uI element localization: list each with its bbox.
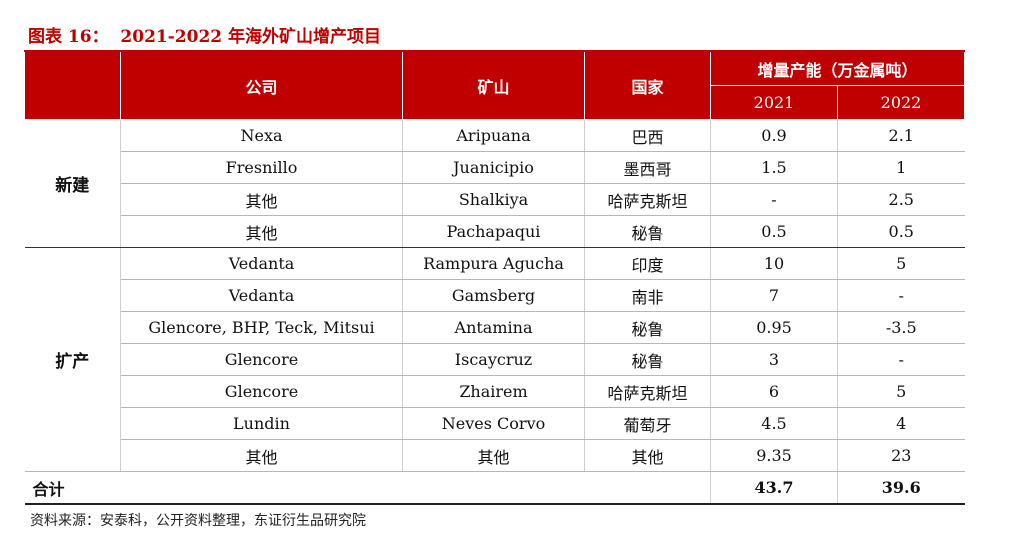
value-2021-cell: 3 (710, 343, 838, 376)
country-cell: 哈萨克斯坦 (584, 375, 711, 408)
value-2021-cell: 1.5 (710, 151, 838, 184)
country-cell: 巴西 (584, 119, 711, 152)
total-2021: 43.7 (710, 471, 838, 505)
country-cell: 秘鲁 (584, 215, 711, 248)
value-2021-cell: 0.5 (710, 215, 838, 248)
country-cell: 其他 (584, 439, 711, 472)
header-mine: 矿山 (402, 50, 585, 120)
value-2021-cell: 0.9 (710, 119, 838, 152)
country-cell: 哈萨克斯坦 (584, 183, 711, 216)
table-row: 其他 其他 其他 9.35 23 (25, 439, 965, 472)
value-2021-cell: 4.5 (710, 407, 838, 440)
company-cell: 其他 (120, 215, 403, 248)
company-cell: Vedanta (120, 247, 403, 280)
table-row: Lundin Neves Corvo 葡萄牙 4.5 4 (25, 407, 965, 440)
company-cell: Fresnillo (120, 151, 403, 184)
value-2022-cell: 4 (836, 407, 965, 440)
value-2021-cell: 9.35 (710, 439, 838, 472)
mine-cell: Rampura Agucha (402, 247, 585, 280)
table-row: 其他 Pachapaqui 秘鲁 0.5 0.5 (25, 215, 965, 248)
value-2022-cell: 2.1 (836, 119, 965, 152)
table-row: 新建 Nexa Aripuana 巴西 0.9 2.1 (24, 119, 965, 248)
value-2021-cell: 7 (710, 279, 838, 312)
mine-cell: Zhairem (402, 375, 585, 408)
mine-expansion-table: 公司 矿山 国家 增量产能（万金属吨） 2021 2022 新建 Nexa Ar… (24, 50, 966, 505)
company-cell: 其他 (120, 439, 403, 472)
company-cell: Vedanta (120, 279, 403, 312)
table-row: Glencore Zhairem 哈萨克斯坦 6 5 (25, 375, 965, 408)
country-cell: 南非 (584, 279, 711, 312)
mine-cell: Iscaycruz (402, 343, 585, 376)
value-2022-cell: 2.5 (836, 183, 965, 216)
mine-cell: 其他 (402, 439, 585, 472)
figure-label: 图表 16： (28, 27, 109, 47)
company-cell: Glencore (120, 375, 403, 408)
value-2021-cell: 0.95 (710, 311, 838, 344)
value-2022-cell: - (836, 343, 965, 376)
group-new-label: 新建 (24, 119, 121, 248)
value-2022-cell: 23 (836, 439, 965, 472)
company-cell: Glencore, BHP, Teck, Mitsui (120, 311, 403, 344)
country-cell: 秘鲁 (584, 311, 711, 344)
figure-title: 图表 16： 2021-2022 年海外矿山增产项目 (28, 22, 381, 47)
company-cell: Lundin (120, 407, 403, 440)
mine-cell: Aripuana (402, 119, 585, 152)
total-row: 合计 43.7 39.6 (24, 471, 965, 505)
company-cell: Glencore (120, 343, 403, 376)
mine-cell: Antamina (402, 311, 585, 344)
header-group (24, 50, 121, 120)
value-2021-cell: - (710, 183, 838, 216)
country-cell: 印度 (584, 247, 711, 280)
header-country: 国家 (584, 50, 711, 120)
value-2021-cell: 10 (710, 247, 838, 280)
value-2022-cell: - (836, 279, 965, 312)
source-note: 资料来源：安泰科，公开资料整理，东证衍生品研究院 (30, 513, 366, 529)
table-row: Vedanta Gamsberg 南非 7 - (25, 279, 965, 312)
value-2022-cell: 1 (836, 151, 965, 184)
value-2022-cell: 0.5 (836, 215, 965, 248)
country-cell: 墨西哥 (584, 151, 711, 184)
mine-cell: Shalkiya (402, 183, 585, 216)
country-cell: 秘鲁 (584, 343, 711, 376)
group-expand-label: 扩产 (24, 247, 121, 472)
value-2021-cell: 6 (710, 375, 838, 408)
table-row: 其他 Shalkiya 哈萨克斯坦 - 2.5 (25, 183, 965, 216)
value-2022-cell: 5 (836, 375, 965, 408)
header-year-2021: 2021 (710, 85, 838, 120)
mine-cell: Neves Corvo (402, 407, 585, 440)
table-row: Glencore, BHP, Teck, Mitsui Antamina 秘鲁 … (25, 311, 965, 344)
mine-cell: Gamsberg (402, 279, 585, 312)
table-row: Fresnillo Juanicipio 墨西哥 1.5 1 (25, 151, 965, 184)
mine-cell: Pachapaqui (402, 215, 585, 248)
figure-title-text: 2021-2022 年海外矿山增产项目 (120, 27, 382, 47)
value-2022-cell: -3.5 (836, 311, 965, 344)
company-cell: Nexa (120, 119, 403, 152)
table-row: 扩产 Vedanta Rampura Agucha 印度 10 5 (24, 247, 965, 472)
header-capacity: 增量产能（万金属吨） (709, 50, 966, 86)
value-2022-cell: 5 (836, 247, 965, 280)
header-company: 公司 (120, 50, 403, 120)
total-label: 合计 (24, 471, 711, 505)
total-2022: 39.6 (836, 471, 965, 505)
country-cell: 葡萄牙 (584, 407, 711, 440)
header-year-2022: 2022 (836, 85, 966, 120)
mine-cell: Juanicipio (402, 151, 585, 184)
company-cell: 其他 (120, 183, 403, 216)
table-row: Glencore Iscaycruz 秘鲁 3 - (25, 343, 965, 376)
